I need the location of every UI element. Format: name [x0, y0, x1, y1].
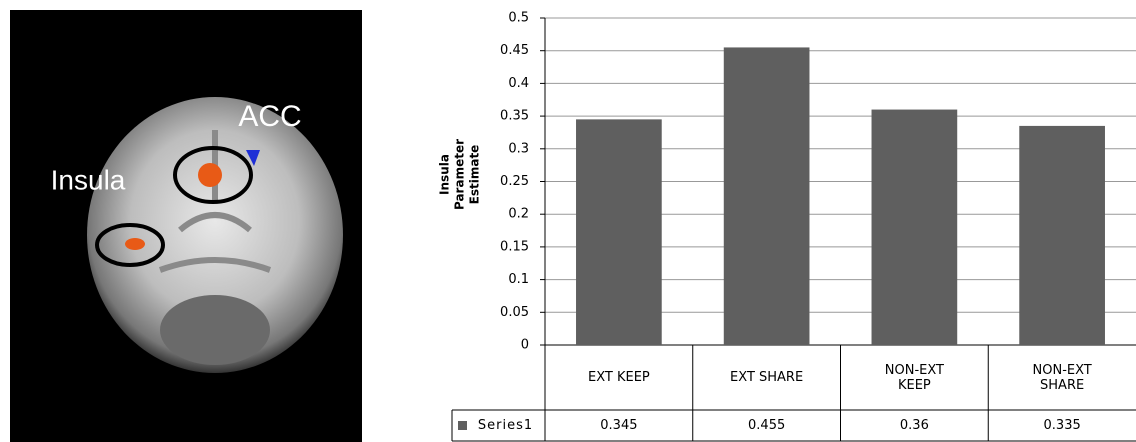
y-axis-title-line: Parameter Estimate — [453, 110, 483, 240]
y-tick-label: 0.15 — [500, 239, 529, 254]
legend-key — [458, 421, 467, 430]
acc-activation — [198, 163, 222, 187]
category-label: NON-EXT KEEP — [869, 347, 959, 408]
bar — [872, 110, 958, 345]
y-tick-label: 0 — [521, 338, 529, 353]
category-label: EXT KEEP — [574, 347, 664, 408]
y-axis-title-line: Insula — [438, 110, 453, 240]
table-value: 0.335 — [1012, 410, 1112, 441]
bar — [576, 119, 662, 345]
figure: ACC Insula 0 0.05 0.1 0.15 0.2 0.25 0.3 0.35 0.4… — [0, 0, 1136, 442]
brainstem — [160, 295, 270, 365]
page: ACC Insula 0 0.05 0.1 0.15 0.2 0.25 0.3 0.35 0.4… — [0, 0, 1136, 442]
bar — [724, 47, 810, 345]
y-tick-label: 0.3 — [508, 141, 529, 156]
y-tick-label: 0.25 — [500, 174, 529, 189]
y-tick-label: 0.05 — [500, 305, 529, 320]
table-value: 0.36 — [864, 410, 964, 441]
acc-label: ACC — [238, 100, 301, 133]
category-label: NON-EXT SHARE — [1017, 347, 1107, 408]
table-value: 0.345 — [569, 410, 669, 441]
category-label: EXT SHARE — [722, 347, 812, 408]
brain-panel: ACC Insula — [10, 10, 362, 442]
legend-label: Series1 — [469, 410, 542, 441]
y-tick-label: 0.4 — [508, 76, 529, 91]
insula-activation — [125, 238, 145, 250]
y-tick-label: 0.2 — [508, 207, 529, 222]
insula-label: Insula — [51, 164, 126, 195]
table-value: 0.455 — [717, 410, 817, 441]
y-tick-label: 0.45 — [500, 43, 529, 58]
y-tick-label: 0.5 — [508, 11, 529, 26]
y-tick-label: 0.1 — [508, 272, 529, 287]
bar — [1019, 126, 1105, 345]
y-tick-label: 0.35 — [500, 109, 529, 124]
